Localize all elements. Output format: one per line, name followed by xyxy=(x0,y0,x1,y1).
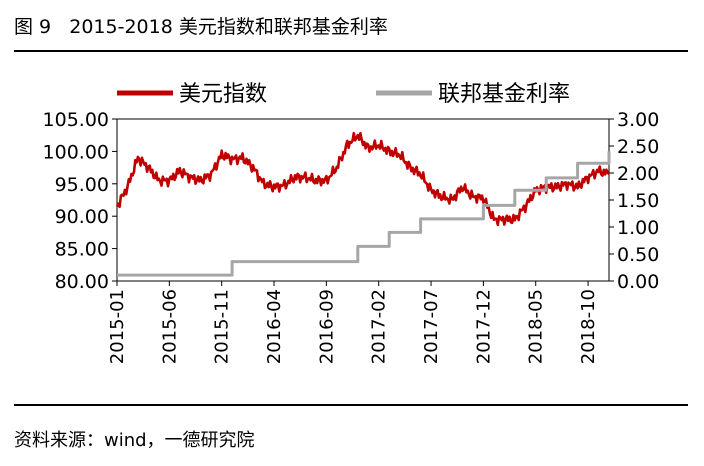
x-axis-tick-label: 2017-07 xyxy=(421,289,442,364)
left-axis-tick-label: 85.00 xyxy=(55,239,109,261)
right-axis-tick-label: 1.00 xyxy=(617,217,659,239)
left-axis-tick-label: 90.00 xyxy=(55,206,109,228)
x-axis-tick-label: 2015-01 xyxy=(107,289,128,364)
legend-fed-funds-rate-label: 联邦基金利率 xyxy=(438,82,570,107)
left-axis-tick-label: 100.00 xyxy=(43,141,109,163)
left-axis-tick-label: 105.00 xyxy=(43,109,109,131)
right-axis-tick-label: 0.00 xyxy=(617,271,659,293)
series-line-usd-index xyxy=(115,131,610,227)
x-axis-tick-label: 2017-02 xyxy=(369,289,390,364)
right-axis-tick-label: 1.50 xyxy=(617,190,659,212)
top-rule xyxy=(14,50,688,52)
x-axis-tick-label: 2016-04 xyxy=(264,289,285,364)
x-axis-tick-label: 2018-05 xyxy=(526,289,547,364)
x-axis-tick-label: 2017-12 xyxy=(473,289,494,364)
left-axis-tick-label: 95.00 xyxy=(55,174,109,196)
x-axis-tick-label: 2018-10 xyxy=(578,289,599,364)
figure-title: 图 9 2015-2018 美元指数和联邦基金利率 xyxy=(14,16,388,38)
x-axis-tick-label: 2015-11 xyxy=(212,289,233,364)
right-axis-tick-label: 2.50 xyxy=(617,136,659,158)
x-axis-tick-label: 2016-09 xyxy=(316,289,337,364)
source-note: 资料来源：wind，一德研究院 xyxy=(14,430,255,451)
left-axis-tick-label: 80.00 xyxy=(55,271,109,293)
bottom-rule xyxy=(14,404,688,406)
right-axis-tick-label: 0.50 xyxy=(617,244,659,266)
series-line-fed-funds-rate xyxy=(117,151,611,277)
x-axis-tick-label: 2015-06 xyxy=(159,289,180,364)
legend-usd-index-label: 美元指数 xyxy=(179,82,267,107)
right-axis-tick-label: 2.00 xyxy=(617,163,659,185)
right-axis-tick-label: 3.00 xyxy=(617,109,659,131)
